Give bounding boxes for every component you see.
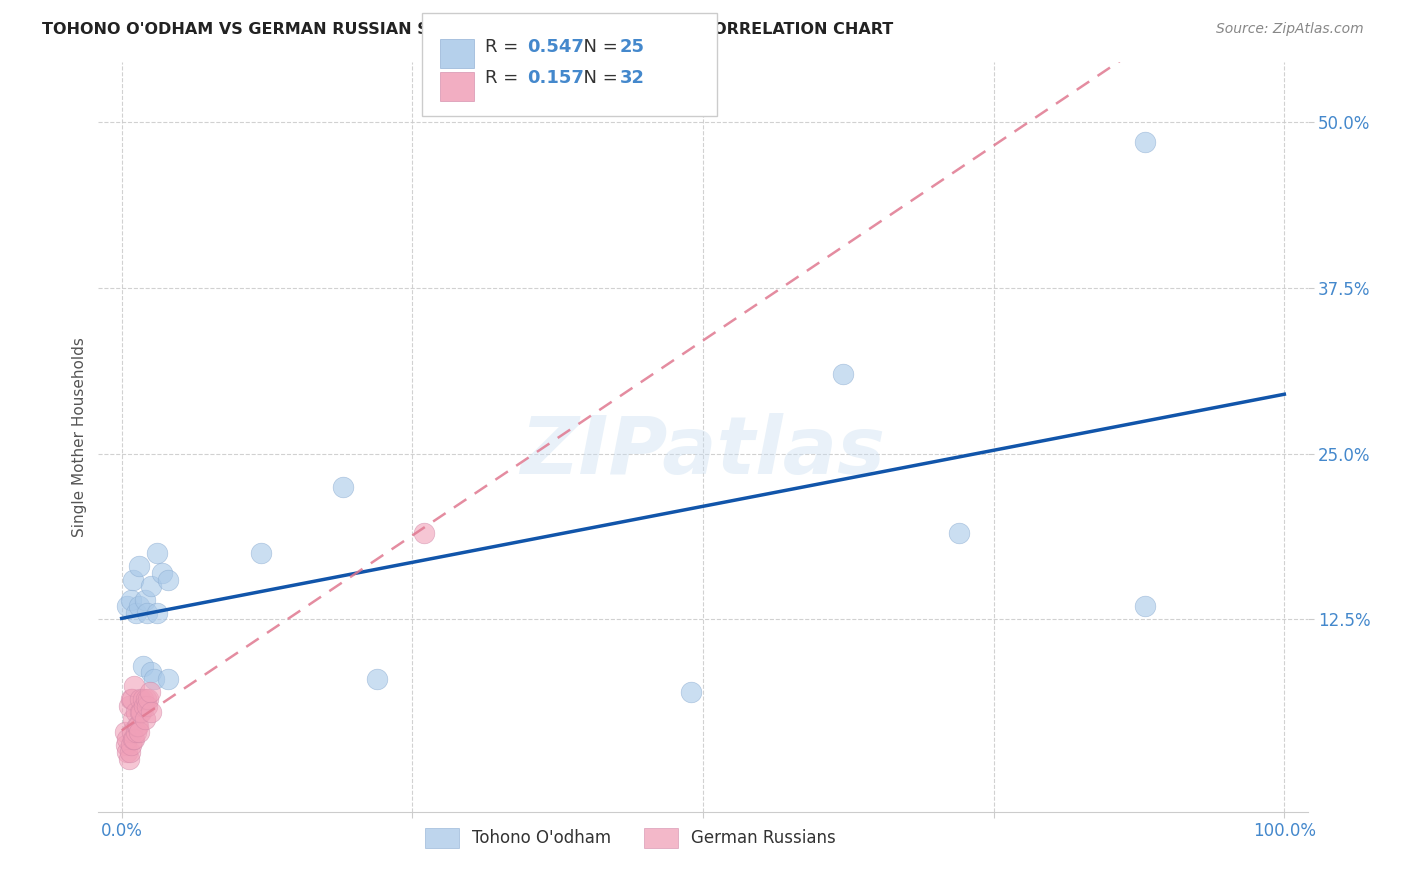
Point <box>122 712 145 726</box>
Point <box>139 705 162 719</box>
Point <box>124 725 146 739</box>
Point <box>115 739 138 753</box>
Point <box>118 752 141 766</box>
Text: N =: N = <box>572 70 624 87</box>
Point <box>120 692 142 706</box>
Point <box>134 712 156 726</box>
Point <box>131 658 153 673</box>
Text: N =: N = <box>572 38 624 56</box>
Legend: Tohono O'odham, German Russians: Tohono O'odham, German Russians <box>416 820 844 855</box>
Point <box>145 546 167 560</box>
Point <box>129 705 152 719</box>
Point <box>366 672 388 686</box>
Point <box>120 592 142 607</box>
Point <box>118 698 141 713</box>
Text: R =: R = <box>485 70 524 87</box>
Point <box>127 718 149 732</box>
Text: Source: ZipAtlas.com: Source: ZipAtlas.com <box>1216 22 1364 37</box>
Point <box>132 698 155 713</box>
Point <box>128 725 150 739</box>
Point <box>948 526 970 541</box>
Point <box>118 745 141 759</box>
Point <box>250 546 273 560</box>
Point <box>117 731 139 746</box>
Point <box>143 672 166 686</box>
Point <box>117 745 139 759</box>
Point <box>131 705 153 719</box>
Point <box>150 566 173 580</box>
Point <box>136 606 159 620</box>
Point <box>681 685 703 699</box>
Point <box>124 731 146 746</box>
Point <box>124 679 146 693</box>
Y-axis label: Single Mother Households: Single Mother Households <box>72 337 87 537</box>
Point <box>138 692 160 706</box>
Text: ZIPatlas: ZIPatlas <box>520 413 886 491</box>
Point <box>128 559 150 574</box>
Point <box>332 480 354 494</box>
Point <box>121 725 143 739</box>
Point <box>134 592 156 607</box>
Point <box>157 573 180 587</box>
Point <box>136 698 159 713</box>
Point <box>120 739 142 753</box>
Point <box>1133 135 1156 149</box>
Point <box>128 599 150 614</box>
Text: 32: 32 <box>620 70 645 87</box>
Point <box>139 665 162 680</box>
Point <box>121 692 143 706</box>
Text: 25: 25 <box>620 38 645 56</box>
Point <box>124 606 146 620</box>
Point <box>125 718 148 732</box>
Text: TOHONO O'ODHAM VS GERMAN RUSSIAN SINGLE MOTHER HOUSEHOLDS CORRELATION CHART: TOHONO O'ODHAM VS GERMAN RUSSIAN SINGLE … <box>42 22 893 37</box>
Text: 0.547: 0.547 <box>527 38 583 56</box>
Point <box>135 692 157 706</box>
Point <box>114 725 136 739</box>
Point <box>129 692 152 706</box>
Point <box>145 606 167 620</box>
Point <box>413 526 436 541</box>
Point <box>831 367 853 381</box>
Point <box>1133 599 1156 614</box>
Point <box>122 731 145 746</box>
Point <box>139 579 162 593</box>
Point <box>122 573 145 587</box>
Point <box>117 599 139 614</box>
Text: 0.157: 0.157 <box>527 70 583 87</box>
Point <box>138 685 160 699</box>
Text: R =: R = <box>485 38 524 56</box>
Point <box>131 692 153 706</box>
Point <box>157 672 180 686</box>
Point <box>124 705 146 719</box>
